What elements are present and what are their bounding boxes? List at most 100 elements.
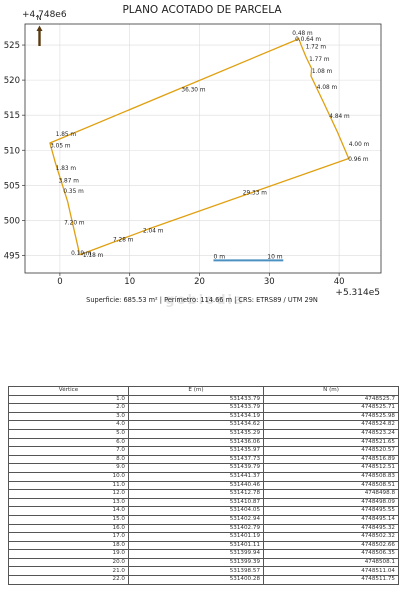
vertex-id-cell: 19.0 <box>8 549 129 559</box>
easting-cell: 531437.73 <box>128 454 264 465</box>
x-tick-label: 40 <box>334 277 345 287</box>
vertex-table-header: Vértice E (m) N (m) <box>8 386 399 396</box>
easting-cell: 531399.39 <box>128 557 264 568</box>
table-row: 16.0 531402.79 4748495.32 <box>8 523 399 534</box>
northing-cell: 4748498.09 <box>263 497 399 508</box>
vertex-id-cell: 15.0 <box>8 514 129 525</box>
vertex-id-cell: 21.0 <box>8 566 129 577</box>
y-tick-label: 525 <box>4 41 20 51</box>
vertex-id-cell: 18.0 <box>8 540 129 551</box>
northing-cell: 4748512.51 <box>263 463 399 473</box>
edge-length-label: 4.84 m <box>329 114 350 120</box>
vertex-id-cell: 16.0 <box>8 523 129 534</box>
table-row: 6.0 531436.06 4748521.65 <box>8 437 399 448</box>
table-row: 19.0 531399.94 4748506.35 <box>8 549 399 559</box>
vertex-id-cell: 4.0 <box>8 420 129 430</box>
northing-cell: 4748525.7 <box>263 394 399 405</box>
easting-cell: 531412.78 <box>128 489 264 499</box>
easting-cell: 531399.94 <box>128 549 264 559</box>
northing-cell: 4748508.51 <box>263 480 399 491</box>
easting-cell: 531436.06 <box>128 437 264 448</box>
x-offset-label: +5.314e5 <box>335 288 380 298</box>
edge-length-label: 3.05 m <box>50 143 71 149</box>
northing-cell: 4748498.8 <box>263 489 399 499</box>
easting-cell: 531434.19 <box>128 411 264 422</box>
vertex-id-cell: 8.0 <box>8 454 129 465</box>
easting-cell: 531398.57 <box>128 566 264 577</box>
vertex-id-cell: 12.0 <box>8 489 129 499</box>
easting-cell: 531433.79 <box>128 403 264 413</box>
vertex-id-cell: 1.0 <box>8 394 129 405</box>
y-tick-label: 500 <box>4 216 20 226</box>
table-row: 5.0 531435.29 4748523.24 <box>8 428 399 439</box>
table-row: 21.0 531398.57 4748511.04 <box>8 566 399 577</box>
edge-length-label: 1.18 m <box>83 253 104 259</box>
edge-labels: 36.30 m 0.48 m0.0.64 m 1.72 m 1.77 m 1.08 m 4… <box>50 31 370 259</box>
edge-length-label: 3.87 m <box>59 179 80 185</box>
vertex-id-cell: 7.0 <box>8 446 129 456</box>
watermark: gobiodia <box>165 293 244 308</box>
parcel-boundary-line <box>49 37 350 256</box>
easting-cell: 531440.46 <box>128 480 264 491</box>
y-tick-label: 510 <box>4 146 20 156</box>
table-row: 18.0 531401.11 4748502.66 <box>8 540 399 551</box>
table-row: 22.0 531400.28 4748511.75 <box>8 575 399 585</box>
easting-cell: 531435.29 <box>128 428 264 439</box>
northing-cell: 4748511.04 <box>263 566 399 577</box>
grid <box>25 24 381 273</box>
edge-length-label: 0.48 m <box>292 31 313 37</box>
y-offset-label: +4.748e6 <box>22 10 67 20</box>
header-easting: E (m) <box>128 386 264 396</box>
edge-length-label: 1.85 m <box>56 132 77 138</box>
edge-length-label: 1.77 m <box>309 57 330 63</box>
vertex-id-cell: 14.0 <box>8 506 129 516</box>
y-tick-label: 520 <box>4 76 20 86</box>
edge-length-label: 0.0.64 m <box>295 37 321 43</box>
scale-bar-end-label: 10 m <box>267 253 283 260</box>
easting-cell: 531434.62 <box>128 420 264 430</box>
easting-cell: 531404.05 <box>128 506 264 516</box>
table-row: 13.0 531410.87 4748498.09 <box>8 497 399 508</box>
northing-cell: 4748502.66 <box>263 540 399 551</box>
edge-length-label: 1.08 m <box>312 69 333 75</box>
vertex-table: Vértice E (m) N (m) 1.0 531433.79 4748525.… <box>8 386 399 585</box>
easting-cell: 531439.79 <box>128 463 264 473</box>
easting-cell: 531400.28 <box>128 575 264 585</box>
axis-ticks: 0 10 20 30 40 495 500 505 510 515 520 525 <box>4 41 345 287</box>
x-tick-label: 30 <box>264 277 275 287</box>
table-row: 15.0 531402.94 4748495.14 <box>8 514 399 525</box>
table-row: 14.0 531404.05 4748495.55 <box>8 506 399 516</box>
edge-length-label: 1.83 m <box>56 166 77 172</box>
table-row: 1.0 531433.79 4748525.7 <box>8 394 399 405</box>
table-row: 2.0 531433.79 4748525.71 <box>8 403 399 413</box>
table-row: 9.0 531439.79 4748512.51 <box>8 463 399 473</box>
edge-length-label: 29.33 m <box>243 190 267 196</box>
edge-length-label: 2.04 m <box>143 228 164 234</box>
y-tick-label: 495 <box>4 251 20 261</box>
northing-cell: 4748521.65 <box>263 437 399 448</box>
plot-frame <box>24 23 382 274</box>
table-row: 12.0 531412.78 4748498.8 <box>8 489 399 499</box>
vertex-id-cell: 17.0 <box>8 532 129 542</box>
edge-length-label: 7.20 m <box>64 221 85 227</box>
northing-cell: 4748525.98 <box>263 411 399 422</box>
x-tick-label: 0 <box>57 277 62 287</box>
vertex-id-cell: 22.0 <box>8 575 129 585</box>
table-row: 3.0 531434.19 4748525.98 <box>8 411 399 422</box>
northing-cell: 4748502.32 <box>263 532 399 542</box>
northing-cell: 4748508.83 <box>263 471 399 482</box>
table-row: 11.0 531440.46 4748508.51 <box>8 480 399 491</box>
vertex-id-cell: 13.0 <box>8 497 129 508</box>
northing-cell: 4748516.89 <box>263 454 399 465</box>
scale-bar: 0 m 10 m <box>213 253 284 262</box>
easting-cell: 531410.87 <box>128 497 264 508</box>
table-row: 8.0 531437.73 4748516.89 <box>8 454 399 465</box>
edge-length-label: 1.72 m <box>306 45 327 51</box>
easting-cell: 531401.19 <box>128 532 264 542</box>
northing-cell: 4748520.57 <box>263 446 399 456</box>
easting-cell: 531433.79 <box>128 394 264 405</box>
table-row: 10.0 531441.37 4748508.83 <box>8 471 399 482</box>
vertex-id-cell: 2.0 <box>8 403 129 413</box>
edge-length-label: 7.28 m <box>113 237 134 243</box>
vertex-id-cell: 9.0 <box>8 463 129 473</box>
